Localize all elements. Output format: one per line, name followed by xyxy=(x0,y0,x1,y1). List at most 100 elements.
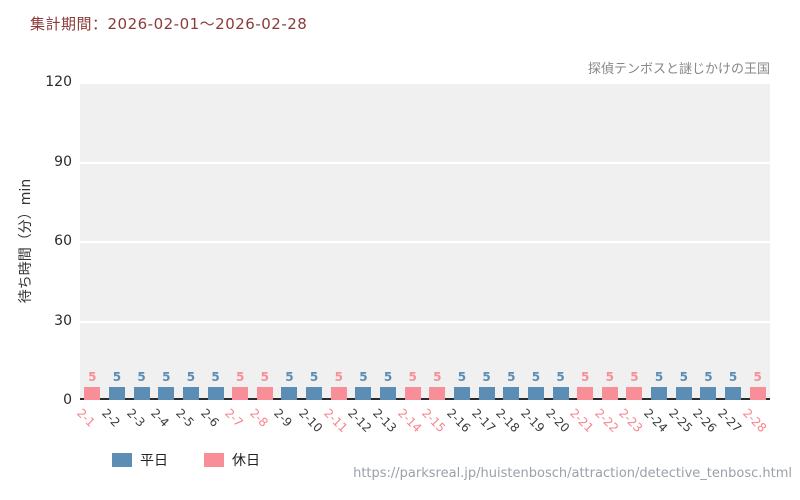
bar-value-label: 5 xyxy=(260,369,269,384)
bar-value-label: 5 xyxy=(704,369,713,384)
bar-2-15-holiday xyxy=(429,386,446,400)
bar-value-label: 5 xyxy=(507,369,516,384)
x-tick-label-2-8: 2-8 xyxy=(246,406,271,430)
y-tick-label: 60 xyxy=(54,233,72,249)
x-tick-label-2-24: 2-24 xyxy=(641,406,671,436)
bar-2-17-weekday xyxy=(478,386,495,400)
y-tick-label: 120 xyxy=(45,74,72,90)
plot-area xyxy=(80,82,770,400)
bar-value-label: 5 xyxy=(728,369,738,384)
legend-label-weekday: 平日 xyxy=(140,453,168,469)
x-tick-label-2-2: 2-2 xyxy=(99,406,123,430)
gridline xyxy=(80,82,770,84)
bar-2-1-holiday xyxy=(84,386,101,400)
bar-value-label: 5 xyxy=(334,369,343,384)
bar-2-25-weekday xyxy=(675,386,692,400)
x-tick-label-2-20: 2-20 xyxy=(542,406,572,436)
attraction-title: 探偵テンボスと謎じかけの王国 xyxy=(587,62,770,77)
x-tick-label-2-13: 2-13 xyxy=(370,406,400,436)
bar-2-20-weekday xyxy=(552,386,569,400)
bar-value-label: 5 xyxy=(162,369,171,384)
bar-value-label: 5 xyxy=(359,369,368,384)
bar-value-label: 5 xyxy=(654,369,664,384)
legend-swatch-weekday xyxy=(112,453,132,467)
x-tick-label-2-26: 2-26 xyxy=(690,406,720,436)
x-tick-label-2-19: 2-19 xyxy=(517,406,548,436)
bar-2-14-holiday xyxy=(404,386,421,400)
bar-2-2-weekday xyxy=(108,386,125,400)
bar-value-label: 5 xyxy=(556,369,565,384)
bar-value-label: 5 xyxy=(482,369,491,384)
gridline xyxy=(80,320,770,323)
y-tick-label: 90 xyxy=(54,153,72,170)
bar-2-9-weekday xyxy=(281,386,298,400)
x-tick-label-2-10: 2-10 xyxy=(296,406,326,436)
bar-value-label: 5 xyxy=(186,369,196,384)
x-tick-label-2-11: 2-11 xyxy=(320,406,351,436)
period-label: 集計期間：2026-02-01～2026-02-28 xyxy=(30,15,308,33)
bar-value-label: 5 xyxy=(88,369,97,384)
legend-item-weekday: 平日 xyxy=(112,450,168,470)
bar-2-13-weekday xyxy=(380,386,397,400)
bar-2-5-weekday xyxy=(182,386,199,400)
bar-value-label: 5 xyxy=(285,369,294,384)
x-tick-label-2-5: 2-5 xyxy=(172,406,197,430)
bar-2-22-holiday xyxy=(601,386,618,400)
x-tick-label-2-16: 2-16 xyxy=(444,406,474,436)
bar-2-8-holiday xyxy=(256,386,273,400)
x-axis-line xyxy=(80,398,770,400)
bar-2-3-weekday xyxy=(133,386,150,400)
x-tick-label-2-12: 2-12 xyxy=(345,406,375,436)
source-url: https://parksreal.jp/huistenbosch/attrac… xyxy=(353,466,792,481)
gridline xyxy=(80,241,770,243)
bar-2-10-weekday xyxy=(306,386,323,400)
bar-2-28-holiday xyxy=(749,386,766,400)
x-tick-label-2-7: 2-7 xyxy=(222,406,247,430)
x-tick-label-2-15: 2-15 xyxy=(419,406,449,436)
bar-2-26-weekday xyxy=(700,386,717,400)
legend: 平日 休日 xyxy=(112,450,260,470)
bar-value-label: 5 xyxy=(309,369,319,384)
x-tick-label-2-14: 2-14 xyxy=(394,406,424,436)
gridline xyxy=(80,161,770,164)
x-tick-label-2-17: 2-17 xyxy=(468,406,498,436)
bar-2-21-holiday xyxy=(577,386,594,400)
y-tick-label: 0 xyxy=(63,392,72,408)
x-tick-label-2-18: 2-18 xyxy=(493,406,523,436)
bar-value-label: 5 xyxy=(605,369,614,384)
bar-value-label: 5 xyxy=(408,369,417,384)
legend-label-holiday: 休日 xyxy=(232,453,260,469)
x-tick-label-2-22: 2-22 xyxy=(591,406,622,436)
bar-value-label: 5 xyxy=(457,369,467,384)
bar-2-11-holiday xyxy=(330,386,347,400)
x-tick-label-2-3: 2-3 xyxy=(123,406,148,430)
bar-2-23-holiday xyxy=(626,386,643,400)
legend-swatch-holiday xyxy=(204,453,224,467)
x-tick-label-2-4: 2-4 xyxy=(148,406,173,430)
bar-value-label: 5 xyxy=(112,369,122,384)
bar-value-label: 5 xyxy=(580,369,590,384)
bar-value-label: 5 xyxy=(679,369,688,384)
legend-item-holiday: 休日 xyxy=(204,450,260,470)
x-tick-label-2-6: 2-6 xyxy=(197,406,222,430)
bar-2-12-weekday xyxy=(355,386,372,400)
bar-value-label: 5 xyxy=(531,369,541,384)
x-tick-label-2-27: 2-27 xyxy=(715,406,745,436)
bar-2-7-holiday xyxy=(232,386,249,400)
bar-value-label: 5 xyxy=(753,369,762,384)
bar-value-label: 5 xyxy=(383,369,393,384)
bar-2-19-weekday xyxy=(527,386,544,400)
y-tick-label: 30 xyxy=(54,312,72,329)
bar-value-label: 5 xyxy=(433,369,442,384)
bar-value-label: 5 xyxy=(211,369,220,384)
bar-value-label: 5 xyxy=(235,369,245,384)
bar-2-4-weekday xyxy=(158,386,175,400)
bar-2-27-weekday xyxy=(725,386,742,400)
bar-2-18-weekday xyxy=(503,386,520,400)
x-tick-label-2-1: 2-1 xyxy=(74,406,99,430)
bar-2-24-weekday xyxy=(651,386,668,400)
x-tick-label-2-21: 2-21 xyxy=(567,406,597,436)
x-tick-label-2-23: 2-23 xyxy=(616,406,646,436)
bar-2-16-weekday xyxy=(453,386,470,400)
